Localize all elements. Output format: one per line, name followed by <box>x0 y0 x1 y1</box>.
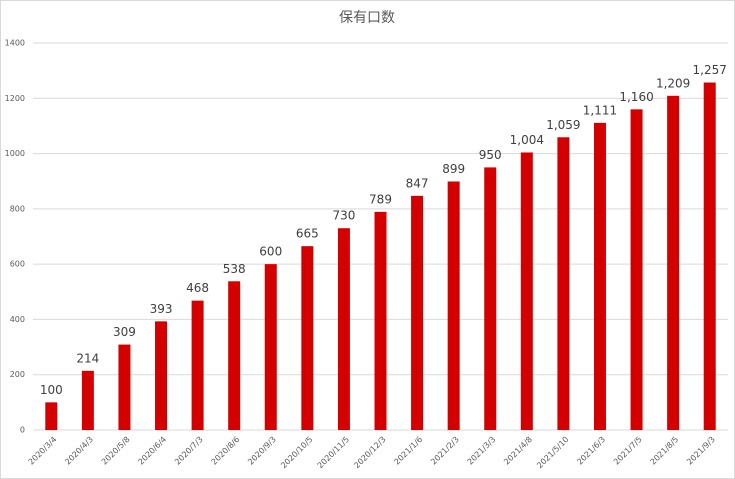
bar <box>630 109 643 430</box>
bar <box>374 211 387 430</box>
bar <box>81 370 94 430</box>
bar <box>667 95 680 431</box>
value-label: 468 <box>186 281 209 295</box>
y-tick-label: 0 <box>20 426 25 435</box>
bar <box>703 82 716 430</box>
value-label: 899 <box>442 162 465 176</box>
value-label: 730 <box>332 209 355 223</box>
value-label: 950 <box>479 148 502 162</box>
bar <box>520 152 533 431</box>
bar <box>301 246 314 430</box>
y-tick-label: 600 <box>10 260 25 269</box>
value-label: 1,004 <box>510 133 544 147</box>
value-label: 100 <box>40 383 63 397</box>
bar <box>264 264 277 430</box>
value-label: 393 <box>150 302 173 316</box>
chart-title: 保有口数 <box>339 10 395 26</box>
bar <box>45 402 58 430</box>
bar <box>484 167 497 430</box>
value-label: 1,209 <box>656 76 690 90</box>
value-label: 1,160 <box>619 90 653 104</box>
bar <box>228 281 241 430</box>
bar <box>557 137 570 430</box>
bar <box>118 344 131 430</box>
bar <box>337 228 350 430</box>
bar <box>411 195 424 430</box>
value-label: 538 <box>223 262 246 276</box>
value-label: 214 <box>76 351 99 365</box>
y-tick-label: 200 <box>10 370 25 379</box>
value-label: 1,059 <box>546 118 580 132</box>
value-label: 789 <box>369 192 392 206</box>
value-label: 847 <box>406 176 429 190</box>
bar <box>191 300 204 430</box>
bar <box>155 321 168 430</box>
bar <box>447 181 460 430</box>
y-tick-label: 400 <box>10 315 25 324</box>
value-label: 1,257 <box>693 63 727 77</box>
value-label: 1,111 <box>583 103 617 117</box>
y-tick-label: 1200 <box>5 94 25 103</box>
value-label: 665 <box>296 227 319 241</box>
value-label: 600 <box>259 245 282 259</box>
y-tick-label: 1000 <box>5 149 25 158</box>
bar <box>593 122 606 431</box>
y-tick-label: 1400 <box>5 39 25 48</box>
y-tick-label: 800 <box>10 204 25 213</box>
value-label: 309 <box>113 325 136 339</box>
